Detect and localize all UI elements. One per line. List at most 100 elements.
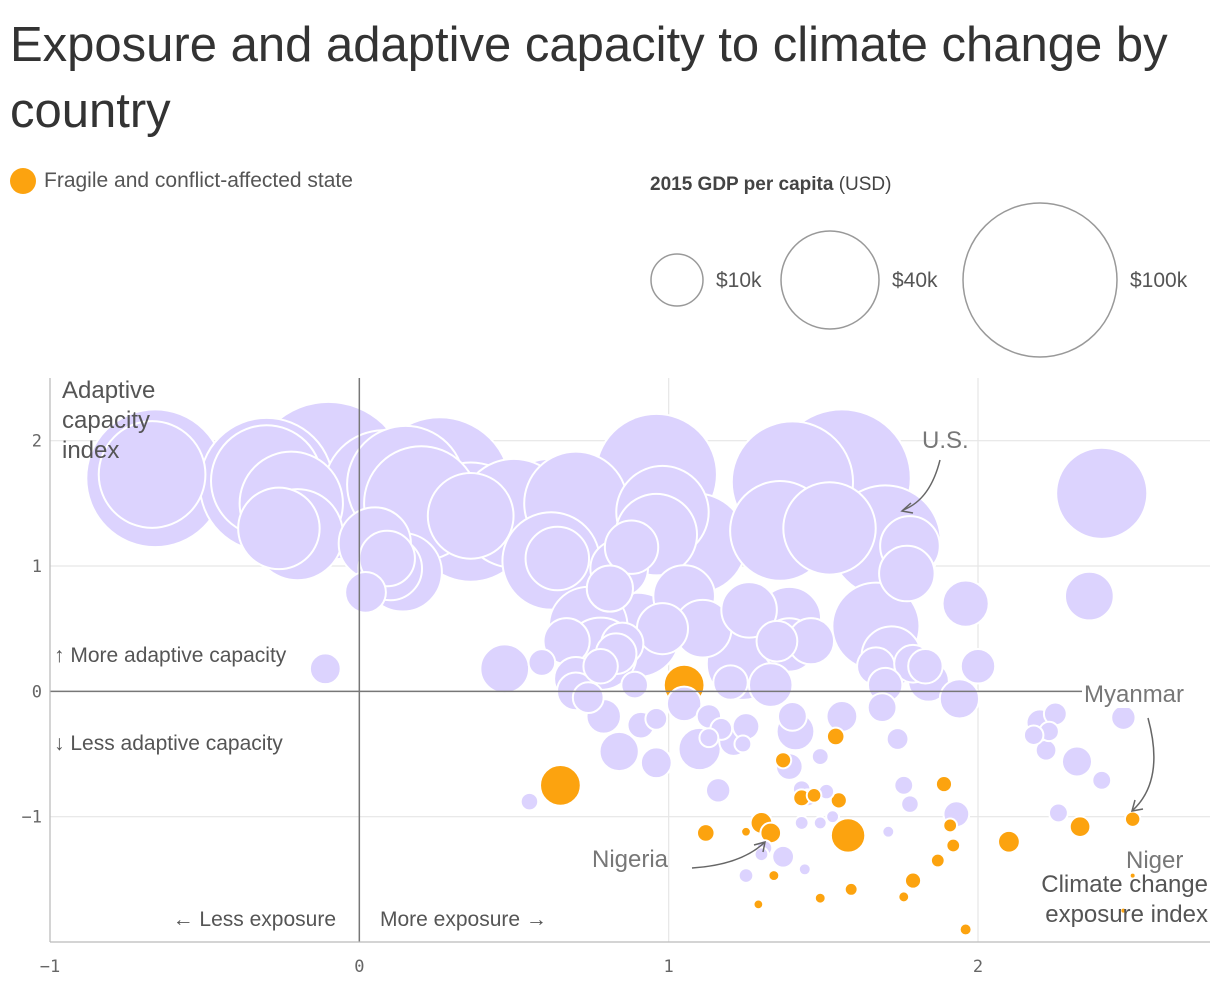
fragile-country-point (997, 829, 1021, 854)
country-point (712, 664, 749, 701)
x-tick-label: 0 (354, 957, 364, 977)
country-point (753, 846, 770, 863)
country-point (825, 809, 841, 825)
country-point (825, 700, 859, 733)
quadrant-label-right: More exposure → (380, 908, 547, 931)
size-legend-title: 2015 GDP per capita (USD) (650, 174, 891, 196)
country-point (237, 486, 321, 571)
page-title: Exposure and adaptive capacity to climat… (10, 18, 1168, 138)
country-point (793, 815, 810, 831)
country-point (941, 579, 990, 628)
country-point (1047, 802, 1069, 824)
country-point (344, 570, 387, 614)
country-point (519, 791, 540, 812)
fragile-legend-label: Fragile and conflict-affected state (44, 169, 353, 192)
quadrant-label-left: ← Less exposure (173, 908, 336, 931)
fragile-country-point (897, 890, 911, 904)
country-point (900, 794, 920, 814)
fragile-country-point (752, 898, 765, 911)
country-point (620, 670, 649, 700)
country-point (635, 602, 690, 656)
fragile-country-point (945, 837, 962, 854)
annotations: Adaptive capacity index Climate change expo… (54, 377, 1210, 931)
country-point (479, 643, 531, 695)
country-point (603, 519, 660, 575)
country-point (755, 619, 799, 663)
country-point (585, 564, 634, 613)
country-point (1055, 446, 1149, 540)
country-point (571, 681, 605, 715)
fragile-country-point (843, 881, 859, 897)
country-point (893, 774, 915, 796)
country-point (733, 734, 753, 754)
fragile-country-point (1128, 871, 1137, 880)
annotation-nigeria-arrowhead (753, 840, 766, 853)
annotation-nigeria: Nigeria (592, 846, 669, 873)
country-point (797, 862, 812, 877)
country-point (1060, 745, 1093, 778)
fragile-country-point (805, 787, 823, 804)
annotation-us: U.S. (922, 427, 969, 454)
annotation-us-arrow (902, 459, 941, 511)
size-legend-label-100k: $100k (1130, 269, 1188, 292)
country-point (776, 700, 808, 732)
country-point (907, 648, 944, 685)
fragile-country-point (539, 763, 582, 807)
country-point (426, 471, 515, 560)
country-point (582, 648, 619, 685)
country-point (720, 581, 778, 639)
annotation-myanmar-arrow (1132, 717, 1155, 811)
country-point (644, 707, 669, 731)
size-legend-label-10k: $10k (716, 269, 762, 292)
annotation-us-arrowhead (900, 502, 914, 514)
x-axis-label: Climate change exposure index (1041, 871, 1208, 928)
data-points (85, 400, 1149, 937)
annotation-myanmar-arrowhead (1130, 799, 1144, 812)
annotation-niger: Niger (1126, 847, 1183, 874)
y-tick-label: 1 (32, 557, 42, 577)
fragile-country-point (958, 922, 973, 937)
fragile-country-point (696, 823, 716, 843)
country-point (866, 692, 898, 724)
fragile-country-point (767, 869, 781, 883)
country-point (527, 648, 557, 677)
country-point (938, 678, 981, 720)
size-legend-label-40k: $40k (892, 269, 938, 292)
country-point (639, 746, 673, 780)
fragile-country-point (829, 791, 848, 810)
country-point (747, 662, 794, 708)
quadrant-label-up: ↑ More adaptive capacity (54, 644, 287, 667)
size-legend-title-text: 2015 GDP per capita (650, 174, 834, 195)
y-axis-label: Adaptive capacity index (62, 377, 155, 464)
country-point (959, 648, 997, 685)
country-point (698, 727, 720, 749)
country-point (1110, 704, 1137, 731)
size-legend-circle-40k (780, 230, 880, 330)
country-point (598, 730, 640, 773)
fragile-country-point (1119, 906, 1128, 915)
fragile-country-point (1068, 815, 1092, 839)
fragile-country-point (825, 726, 846, 747)
size-legend-circle-10k (650, 253, 704, 307)
fragile-country-point (929, 852, 946, 869)
fragile-country-point (1123, 810, 1142, 828)
x-tick-label: 1 (664, 957, 674, 977)
size-legend: $10k $40k $100k (650, 202, 1188, 358)
y-tick-label: −1 (22, 808, 42, 828)
fragile-country-point (813, 891, 827, 905)
country-point (1091, 769, 1113, 791)
country-point (810, 747, 830, 766)
size-legend-unit: (USD) (838, 174, 892, 195)
country-point (704, 777, 732, 804)
fragile-country-point (774, 751, 793, 770)
size-legend-circle-100k (962, 202, 1118, 358)
country-point (881, 824, 896, 839)
country-point (1022, 724, 1045, 746)
quadrant-label-down: ↓ Less adaptive capacity (54, 732, 283, 755)
y-tick-label: 2 (32, 432, 42, 452)
country-point (524, 525, 591, 592)
country-point (1064, 570, 1115, 622)
y-tick-label: 0 (32, 682, 42, 702)
fragile-country-point (903, 871, 923, 890)
fragile-country-point (942, 817, 959, 834)
